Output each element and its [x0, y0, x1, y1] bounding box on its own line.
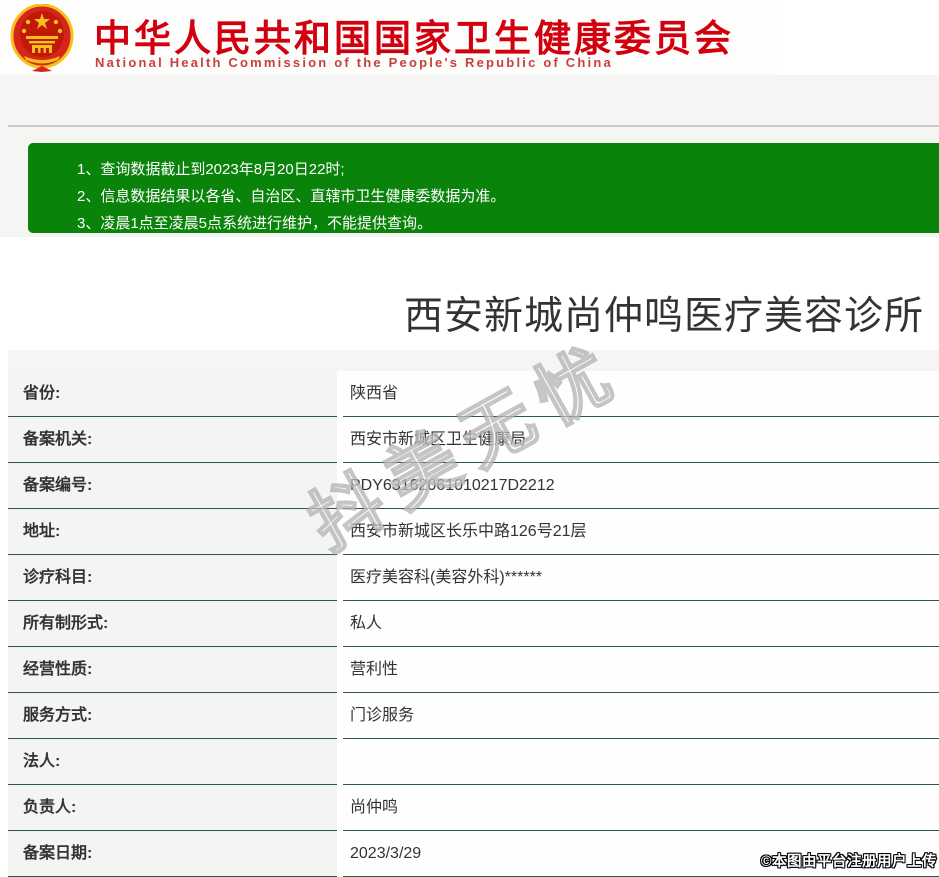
row-value: 尚仲鸣: [343, 785, 939, 831]
site-banner: 中华人民共和国国家卫生健康委员会 National Health Commiss…: [0, 0, 778, 75]
institution-title: 西安新城尚仲鸣医疗美容诊所: [404, 295, 925, 338]
table-row: 备案机关: 西安市新城区卫生健康局: [8, 417, 939, 463]
table-row: 备案日期: 2023/3/29: [8, 831, 939, 877]
row-label: 备案编号:: [8, 463, 337, 509]
row-label: 法人:: [8, 739, 337, 785]
site-title-english: National Health Commission of the People…: [95, 55, 613, 70]
row-value: PDY63162061010217D2212: [343, 463, 939, 509]
column-gap: [337, 463, 343, 509]
row-label: 所有制形式:: [8, 601, 337, 647]
site-title-chinese: 中华人民共和国国家卫生健康委员会: [94, 18, 734, 59]
row-value: 陕西省: [343, 371, 939, 417]
record-table: 省份: 陕西省 备案机关: 西安市新城区卫生健康局 备案编号: PDY6316206101…: [8, 371, 939, 877]
row-label: 地址:: [8, 509, 337, 555]
row-value: 西安市新城区长乐中路126号21层: [343, 509, 939, 555]
row-value: 营利性: [343, 647, 939, 693]
row-value: [343, 739, 939, 785]
column-gap: [337, 555, 343, 601]
table-row: 所有制形式: 私人: [8, 601, 939, 647]
row-value: 医疗美容科(美容外科)******: [343, 555, 939, 601]
table-row: 服务方式: 门诊服务: [8, 693, 939, 739]
notice-line-3: 3、凌晨1点至凌晨5点系统进行维护，不能提供查询。: [77, 215, 433, 232]
prc-national-emblem-icon: [10, 4, 74, 72]
row-label: 诊疗科目:: [8, 555, 337, 601]
row-label: 服务方式:: [8, 693, 337, 739]
column-gap: [337, 693, 343, 739]
row-label: 备案日期:: [8, 831, 337, 877]
row-value: 西安市新城区卫生健康局: [343, 417, 939, 463]
row-label: 负责人:: [8, 785, 337, 831]
row-value: 门诊服务: [343, 693, 939, 739]
table-row: 诊疗科目: 医疗美容科(美容外科)******: [8, 555, 939, 601]
row-label: 备案机关:: [8, 417, 337, 463]
column-gap: [337, 739, 343, 785]
table-top-strip: [8, 350, 939, 371]
column-gap: [337, 831, 343, 877]
header-band: 中华人民共和国国家卫生健康委员会 National Health Commiss…: [0, 0, 939, 75]
notice-line-1: 1、查询数据截止到2023年8月20日22时;: [77, 161, 345, 178]
row-label: 省份:: [8, 371, 337, 417]
table-row: 备案编号: PDY63162061010217D2212: [8, 463, 939, 509]
column-gap: [337, 417, 343, 463]
table-row: 法人:: [8, 739, 939, 785]
table-row: 负责人: 尚仲鸣: [8, 785, 939, 831]
row-label: 经营性质:: [8, 647, 337, 693]
table-row: 省份: 陕西省: [8, 371, 939, 417]
notice-line-2: 2、信息数据结果以各省、自治区、直辖市卫生健康委数据为准。: [77, 188, 506, 205]
table-row: 经营性质: 营利性: [8, 647, 939, 693]
column-gap: [337, 601, 343, 647]
horizontal-divider: [8, 125, 939, 127]
column-gap: [337, 785, 343, 831]
table-row: 地址: 西安市新城区长乐中路126号21层: [8, 509, 939, 555]
query-notice-box: 1、查询数据截止到2023年8月20日22时; 2、信息数据结果以各省、自治区、直…: [28, 143, 939, 233]
copyright-stamp: ©本图由平台注册用户上传: [760, 854, 937, 870]
row-value: 私人: [343, 601, 939, 647]
column-gap: [337, 509, 343, 555]
column-gap: [337, 647, 343, 693]
column-gap: [337, 371, 343, 417]
